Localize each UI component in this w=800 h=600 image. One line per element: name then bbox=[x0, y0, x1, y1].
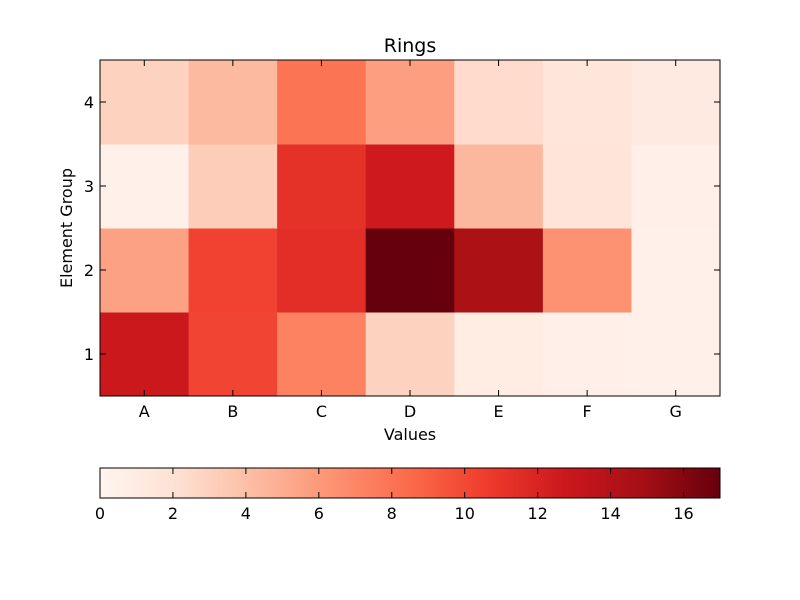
heatmap-cell-D-2 bbox=[365, 228, 455, 313]
heatmap-cell-B-1 bbox=[188, 312, 278, 397]
y-tick-label: 1 bbox=[84, 345, 94, 364]
heatmap-cell-D-1 bbox=[365, 312, 455, 397]
chart-title: Rings bbox=[384, 35, 436, 57]
axis-ticks bbox=[100, 60, 720, 396]
colorbar bbox=[99, 467, 721, 499]
y-tick-labels: 1 2 3 4 bbox=[84, 93, 94, 364]
heatmap-cell-C-2 bbox=[277, 228, 367, 313]
heatmap-cell-G-4 bbox=[631, 60, 721, 145]
colorbar-tick-label: 12 bbox=[527, 504, 547, 523]
heatmap-cell-G-1 bbox=[631, 312, 721, 397]
y-axis-label: Element Group bbox=[57, 168, 76, 288]
heatmap-cell-C-4 bbox=[277, 60, 367, 145]
heatmap-cell-D-4 bbox=[365, 60, 455, 145]
colorbar-tick-label: 6 bbox=[314, 504, 324, 523]
y-tick-label: 4 bbox=[84, 93, 94, 112]
x-tick-label: D bbox=[404, 402, 416, 421]
y-tick-label: 3 bbox=[84, 177, 94, 196]
colorbar-tick-labels: 0 2 4 6 8 10 12 14 16 bbox=[95, 504, 694, 523]
colorbar-tick-label: 14 bbox=[600, 504, 620, 523]
heatmap-cell-G-2 bbox=[631, 228, 721, 313]
x-axis-label: Values bbox=[384, 425, 436, 444]
heatmap-cell-G-3 bbox=[631, 144, 721, 229]
colorbar-tick-label: 16 bbox=[673, 504, 693, 523]
colorbar-ticks bbox=[99, 468, 685, 498]
heatmap-cell-C-1 bbox=[277, 312, 367, 397]
heatmap-cell-A-1 bbox=[100, 312, 190, 397]
colorbar-tick-label: 4 bbox=[241, 504, 251, 523]
heatmap-cell-F-3 bbox=[542, 144, 632, 229]
heatmap-cell-B-2 bbox=[188, 228, 278, 313]
heatmap-cell-F-4 bbox=[542, 60, 632, 145]
heatmap-cell-E-3 bbox=[454, 144, 544, 229]
colorbar-tick-label: 0 bbox=[95, 504, 105, 523]
x-tick-label: E bbox=[494, 402, 504, 421]
heatmap-cell-E-4 bbox=[454, 60, 544, 145]
heatmap-cell-E-2 bbox=[454, 228, 544, 313]
colorbar-tick-label: 8 bbox=[387, 504, 397, 523]
heatmap-cell-F-2 bbox=[542, 228, 632, 313]
x-tick-labels: A B C D E F G bbox=[139, 402, 682, 421]
heatmap-cell-E-1 bbox=[454, 312, 544, 397]
heatmap-cell-B-4 bbox=[188, 60, 278, 145]
heatmap-cell-A-4 bbox=[100, 60, 190, 145]
heatmap-cell-A-2 bbox=[100, 228, 190, 313]
y-tick-label: 2 bbox=[84, 261, 94, 280]
x-tick-label: A bbox=[139, 402, 150, 421]
heatmap-cell-C-3 bbox=[277, 144, 367, 229]
heatmap-cell-B-3 bbox=[188, 144, 278, 229]
x-tick-label: C bbox=[316, 402, 327, 421]
colorbar-tick-label: 2 bbox=[168, 504, 178, 523]
heatmap-cell-A-3 bbox=[100, 144, 190, 229]
heatmap-cells bbox=[100, 60, 721, 397]
x-tick-label: G bbox=[670, 402, 682, 421]
x-tick-label: B bbox=[227, 402, 238, 421]
heatmap-cell-D-3 bbox=[365, 144, 455, 229]
heatmap-cell-F-1 bbox=[542, 312, 632, 397]
colorbar-tick-label: 10 bbox=[455, 504, 475, 523]
x-tick-label: F bbox=[583, 402, 592, 421]
